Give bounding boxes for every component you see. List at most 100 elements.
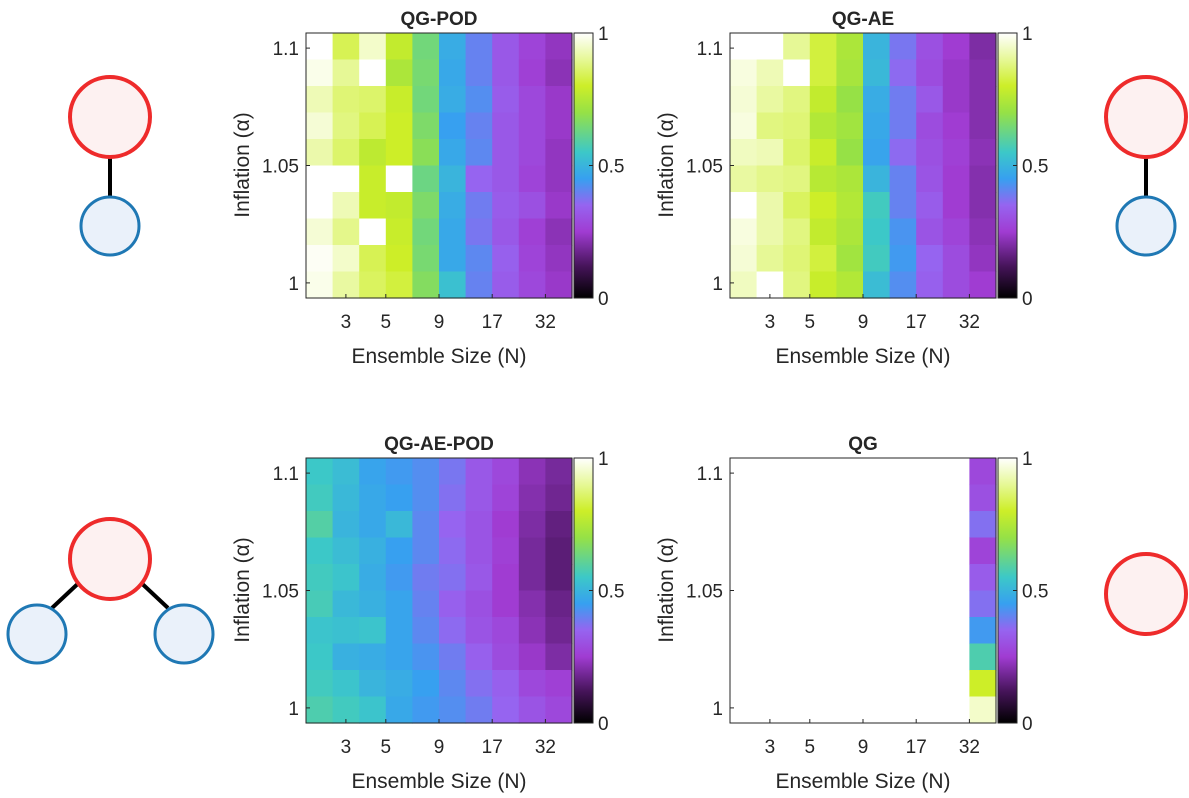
heatmap-cell	[942, 165, 970, 193]
child-node	[153, 603, 215, 665]
heatmap-cell	[492, 511, 520, 539]
x-tick-label: 17	[482, 737, 503, 758]
heatmap-cell	[439, 271, 467, 299]
heatmap-cell	[969, 484, 997, 512]
heatmap-cell	[332, 165, 360, 193]
heatmap-cell	[439, 165, 467, 193]
heatmap-cell	[756, 33, 784, 61]
heatmap-cell	[863, 112, 891, 140]
heatmap-cell	[465, 59, 493, 87]
x-axis-ticks: 3 5 9 17 32	[341, 719, 556, 758]
heatmap-cell	[306, 86, 334, 114]
heatmap-cell	[809, 59, 837, 87]
heatmap-cell	[809, 271, 837, 299]
colorbar: 00.51	[997, 24, 1048, 310]
heatmap-cell	[332, 537, 360, 565]
parent-node	[68, 517, 152, 601]
heatmap-cell	[889, 245, 917, 273]
heatmap-cell	[492, 59, 520, 87]
heatmap-cell	[465, 696, 493, 724]
heatmap-cell	[439, 696, 467, 724]
colorbar-tick-label: 0.5	[1022, 582, 1048, 603]
y-tick-label: 1.05	[686, 157, 723, 178]
heatmap-cell	[863, 245, 891, 273]
heatmap-cell	[836, 218, 864, 246]
heatmap-cell	[306, 696, 334, 724]
heatmap-cell	[332, 59, 360, 87]
x-axis-label: Ensemble Size (N)	[351, 770, 526, 793]
heatmap-cell	[942, 59, 970, 87]
heatmap-cell	[385, 33, 413, 61]
heatmap-cell	[332, 670, 360, 698]
heatmap-cell	[359, 458, 387, 486]
heatmap-cell	[730, 192, 758, 220]
heatmap-cell	[439, 218, 467, 246]
heatmap-cell	[969, 59, 997, 87]
heatmap-cell	[942, 245, 970, 273]
x-tick-label: 9	[434, 312, 445, 333]
heatmap-cell	[809, 192, 837, 220]
heatmap-cell	[942, 33, 970, 61]
heatmap-cell	[385, 139, 413, 167]
heatmap-cell	[332, 484, 360, 512]
heatmap-cell	[809, 218, 837, 246]
heatmap-cell	[306, 590, 334, 618]
network-diagrams	[6, 75, 1188, 665]
heatmap-cell	[545, 537, 573, 565]
colorbar: 00.51	[573, 24, 624, 310]
y-axis-ticks: 1 1.05 1.1	[686, 39, 734, 295]
heatmap-cell	[465, 670, 493, 698]
heatmap-cell	[332, 86, 360, 114]
heatmap-cell	[465, 112, 493, 140]
x-tick-label: 5	[805, 737, 816, 758]
y-tick-label: 1.1	[697, 464, 723, 485]
heatmap-cell	[783, 218, 811, 246]
heatmap-cell	[412, 218, 440, 246]
heatmap-cell	[518, 59, 546, 87]
heatmap-cell	[465, 33, 493, 61]
heatmap-cell	[412, 165, 440, 193]
heatmap-cell	[545, 192, 573, 220]
heatmap-cell	[518, 218, 546, 246]
heatmap-cell	[412, 139, 440, 167]
heatmap-cell	[385, 59, 413, 87]
heatmap-cell	[889, 218, 917, 246]
heatmap-cell	[545, 245, 573, 273]
heatmap-cell	[412, 86, 440, 114]
heatmap-cell	[332, 511, 360, 539]
heatmap-cell	[465, 86, 493, 114]
heatmap-cell	[756, 59, 784, 87]
panel-title: QG	[848, 434, 878, 455]
x-tick-label: 9	[858, 312, 869, 333]
heatmap-cell	[969, 537, 997, 565]
heatmap-cell	[412, 564, 440, 592]
heatmap-cell	[332, 245, 360, 273]
heatmap-cells	[969, 458, 997, 724]
heatmap-cell	[809, 112, 837, 140]
heatmap-cell	[809, 33, 837, 61]
heatmap-cell	[836, 59, 864, 87]
heatmap-cell	[518, 590, 546, 618]
heatmap-cell	[439, 537, 467, 565]
heatmap-cell	[783, 112, 811, 140]
heatmap-cell	[412, 590, 440, 618]
heatmap-cell	[942, 271, 970, 299]
heatmap-cell	[916, 245, 944, 273]
heatmap-cell	[439, 617, 467, 645]
heatmap-cell	[465, 511, 493, 539]
heatmap-cell	[492, 564, 520, 592]
x-tick-label: 3	[765, 312, 776, 333]
heatmap-cell	[969, 139, 997, 167]
heatmap-cell	[783, 165, 811, 193]
heatmap-cell	[439, 33, 467, 61]
heatmap-cell	[756, 139, 784, 167]
heatmap-cell	[969, 218, 997, 246]
x-tick-label: 32	[535, 737, 556, 758]
y-tick-label: 1.05	[262, 157, 299, 178]
y-axis-label: Inflation (α)	[655, 537, 678, 643]
y-tick-label: 1.05	[686, 582, 723, 603]
heatmap-cell	[439, 112, 467, 140]
heatmap-cell	[942, 86, 970, 114]
colorbar-tick-label: 1	[1022, 449, 1033, 470]
heatmap-cell	[412, 59, 440, 87]
